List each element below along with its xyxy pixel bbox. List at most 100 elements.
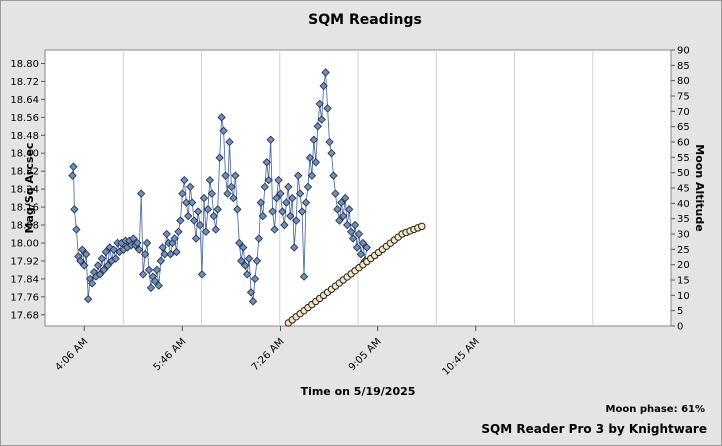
sqm-reading-point [303, 182, 313, 192]
sqm-reading-point [258, 211, 267, 221]
sqm-reading-point [252, 256, 262, 266]
left-tick-label: 17.68 [10, 310, 39, 321]
left-tick-label: 18.48 [10, 131, 39, 142]
sqm-reading-point [199, 193, 209, 203]
right-tick-label: 75 [677, 92, 690, 103]
sqm-reading-point [154, 281, 163, 290]
sqm-reading-point [246, 288, 256, 297]
sqm-reading-point [321, 68, 330, 77]
sqm-reading-point [105, 243, 114, 252]
left-tick-label: 18.24 [10, 185, 39, 196]
sqm-reading-point [250, 274, 260, 284]
grid-lines [122, 50, 594, 326]
sqm-reading-point [264, 175, 273, 185]
sqm-reading-point [309, 135, 319, 144]
sqm-reading-point [319, 81, 328, 91]
sqm-reading-point [209, 211, 218, 221]
sqm-reading-point [239, 243, 248, 252]
sqm-reading-point [315, 99, 324, 109]
sqm-reading-point [186, 182, 195, 192]
left-tick-label: 18.56 [10, 113, 39, 124]
sqm-reading-point [231, 171, 240, 180]
sqm-reading-point [278, 207, 287, 216]
sqm-reading-point [354, 229, 364, 239]
sqm-reading-point [158, 243, 167, 252]
sqm-reading-point [82, 250, 91, 259]
moon-altitude-point [418, 222, 426, 231]
sqm-reading-point [136, 189, 146, 198]
sqm-reading-point [217, 113, 226, 122]
sqm-reading-point [97, 254, 107, 263]
sqm-reading-point [138, 270, 148, 279]
sqm-reading-point [213, 205, 222, 214]
sqm-reading-point [268, 207, 277, 216]
sqm-reading-point [339, 211, 348, 221]
right-tick-label: 40 [677, 199, 690, 210]
sqm-reading-point [305, 153, 315, 162]
sqm-reading-point [348, 234, 358, 243]
sqm-reading-point [270, 225, 279, 234]
sqm-reading-point [329, 171, 338, 180]
sqm-reading-point [341, 193, 350, 203]
sqm-reading-point [150, 276, 160, 286]
sqm-reading-point [129, 234, 138, 243]
x-tick-label: 4:06 AM [54, 336, 91, 373]
sqm-reading-point [80, 261, 89, 270]
sqm-reading-point [68, 171, 77, 180]
sqm-reading-point [170, 234, 179, 243]
left-tick-label: 17.84 [10, 274, 39, 285]
sqm-reading-point [135, 245, 144, 254]
sqm-reading-point [233, 205, 242, 214]
sqm-reading-point [343, 220, 352, 230]
sqm-reading-point [297, 207, 307, 216]
sqm-reading-point [327, 149, 336, 158]
sqm-reading-point [142, 238, 152, 248]
right-tick-label: 30 [677, 230, 690, 241]
left-tick-label: 17.76 [10, 292, 39, 303]
sqm-reading-point [207, 189, 216, 198]
sqm-reading-point [225, 137, 234, 147]
sqm-reading-point [146, 283, 156, 293]
sqm-reading-point [197, 270, 207, 279]
left-tick-label: 18.32 [10, 167, 39, 178]
sqm-reading-point [95, 270, 105, 279]
x-tick-label: 5:46 AM [152, 336, 189, 373]
x-tick-label: 9:05 AM [347, 336, 384, 373]
sqm-reading-point [323, 104, 332, 113]
sqm-reading-point [244, 254, 254, 263]
sqm-reading-point [111, 254, 120, 263]
sqm-reading-point [72, 225, 81, 234]
right-axis: 0 5 10 15 20 25 30 35 40 45 50 55 60 65 70 75 80 85 90 [671, 46, 690, 333]
sqm-reading-point [362, 243, 371, 252]
sqm-reading-point [346, 227, 356, 236]
sqm-reading-point [84, 294, 93, 304]
sqm-reading-point [282, 198, 291, 207]
sqm-reading-point [317, 115, 326, 124]
sqm-reading-point [358, 238, 368, 248]
sqm-reading-point [266, 135, 275, 144]
sqm-reading-point [184, 211, 193, 221]
app-brand-text: SQM Reader Pro 3 by Knightware [481, 422, 707, 436]
sqm-reading-point [272, 193, 281, 203]
sqm-reading-point [293, 171, 303, 180]
left-tick-label: 18.08 [10, 221, 39, 232]
left-tick-label: 18.00 [10, 238, 39, 249]
sqm-reading-point [235, 238, 244, 248]
chart-title: SQM Readings [308, 12, 422, 28]
left-tick-label: 18.16 [10, 203, 39, 214]
right-tick-label: 70 [677, 107, 690, 118]
sqm-reading-point [260, 182, 269, 192]
right-tick-label: 20 [677, 260, 690, 271]
sqm-reading-point [172, 247, 181, 257]
sqm-reading-point [256, 198, 266, 207]
sqm-reading-point [221, 171, 230, 180]
sqm-reading-point [166, 250, 175, 259]
right-tick-label: 65 [677, 122, 690, 133]
left-tick-label: 18.80 [10, 59, 39, 70]
sqm-reading-point [101, 247, 110, 257]
sqm-reading-point [307, 171, 317, 180]
sqm-reading-point [178, 189, 187, 198]
x-axis: 4:06 AM 5:46 AM 7:26 AM 9:05 AM 10:45 AM [54, 326, 482, 378]
